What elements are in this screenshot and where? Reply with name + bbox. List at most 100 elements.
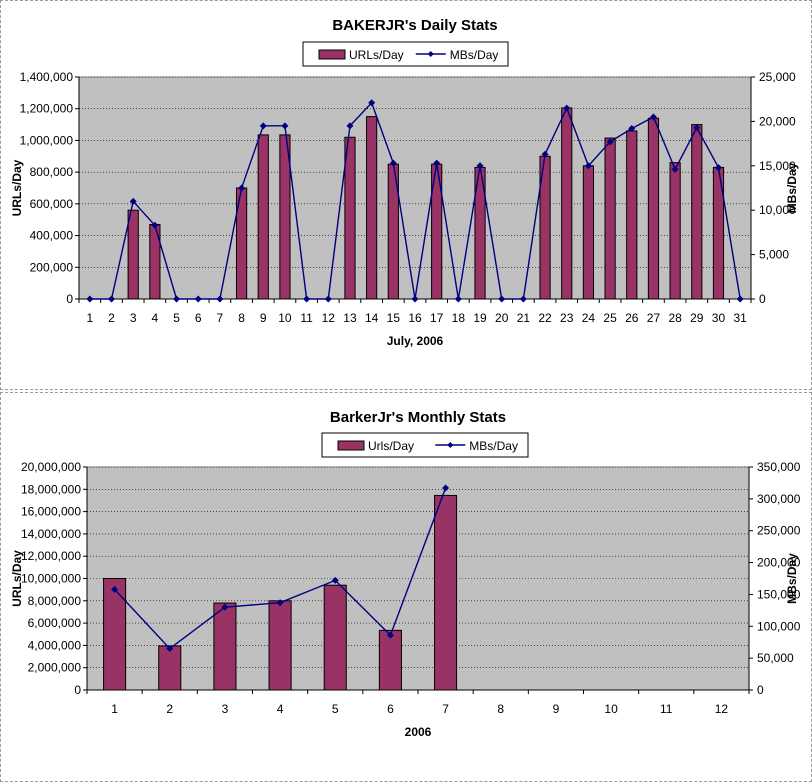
x-tick-label: 11 [660, 702, 673, 716]
line-point [324, 295, 332, 303]
legend: Urls/Day MBs/Day [321, 432, 529, 458]
line-point [346, 122, 354, 130]
line-point [606, 138, 614, 146]
bar [669, 162, 681, 300]
y-axis-title: URLs/Day [10, 550, 24, 607]
line-point [498, 295, 506, 303]
line-point [584, 162, 592, 170]
line-point [563, 104, 571, 112]
y-tick-label: 18,000,000 [21, 482, 81, 496]
x-tick-label: 9 [553, 702, 560, 716]
x-tick-label: 30 [712, 311, 726, 325]
x-tick-label: 12 [322, 311, 336, 325]
line-point [368, 99, 376, 107]
line-point [411, 295, 419, 303]
y2-tick-label: 0 [757, 683, 764, 697]
y-tick-label: 800,000 [30, 165, 74, 179]
legend-line-label: MBs/Day [469, 439, 518, 453]
x-tick-label: 1 [86, 311, 93, 325]
x-tick-label: 17 [430, 311, 444, 325]
line-point [736, 295, 744, 303]
x-tick-label: 8 [497, 702, 504, 716]
line-point [693, 124, 701, 132]
line-point [331, 576, 339, 584]
x-tick-label: 2 [108, 311, 115, 325]
x-tick-label: 1 [111, 702, 118, 716]
line-point [454, 295, 462, 303]
line-point [303, 295, 311, 303]
x-tick-label: 3 [130, 311, 137, 325]
legend: URLs/Day MBs/Day [302, 41, 509, 67]
x-tick-label: 13 [343, 311, 357, 325]
monthly-stats-chart: BarkerJr's Monthly Stats Urls/Day MBs/Day 0… [10, 409, 801, 739]
x-tick-label: 4 [152, 311, 159, 325]
x-tick-label: 22 [538, 311, 552, 325]
y2-tick-label: 50,000 [757, 651, 794, 665]
bar [213, 602, 237, 691]
monthly-stats-panel: BarkerJr's Monthly Stats Urls/Day MBs/Day 0… [0, 392, 812, 782]
y2-tick-label: 15,000 [759, 159, 796, 173]
line-point [628, 125, 636, 133]
line-point [519, 295, 527, 303]
line-point [221, 603, 229, 611]
x-tick-label: 14 [365, 311, 379, 325]
line-point [649, 113, 657, 121]
x-tick-label: 24 [582, 311, 596, 325]
y2-tick-label: 350,000 [757, 460, 801, 474]
chart-title: BAKERJR's Daily Stats [332, 17, 497, 34]
x-tick-label: 12 [715, 702, 729, 716]
legend-line-marker [427, 51, 434, 57]
y-tick-label: 1,200,000 [20, 102, 74, 116]
line-point [671, 165, 679, 173]
x-tick-label: 6 [387, 702, 394, 716]
legend-bar-label: Urls/Day [368, 439, 414, 453]
y2-tick-label: 300,000 [757, 492, 801, 506]
x-tick-label: 20 [495, 311, 509, 325]
y2-tick-label: 0 [759, 292, 766, 306]
bar [268, 600, 292, 691]
bar [103, 578, 127, 691]
y2-tick-label: 5,000 [759, 248, 789, 262]
chart-title: BarkerJr's Monthly Stats [330, 409, 506, 426]
line-point [714, 164, 722, 172]
line-point [166, 645, 174, 653]
x-tick-label: 31 [733, 311, 747, 325]
legend-bar-swatch [318, 49, 346, 60]
x-tick-label: 8 [238, 311, 245, 325]
bar [647, 117, 660, 300]
line-point [238, 184, 246, 192]
y-tick-label: 4,000,000 [28, 638, 82, 652]
line-point [386, 631, 394, 639]
line-point [194, 295, 202, 303]
line-point [442, 484, 450, 492]
y-tick-label: 0 [74, 683, 81, 697]
bar [344, 136, 356, 300]
y-tick-label: 2,000,000 [28, 661, 82, 675]
line-point [129, 197, 137, 205]
x-tick-label: 4 [277, 702, 284, 716]
x-tick-label: 5 [332, 702, 339, 716]
y-tick-label: 0 [66, 292, 73, 306]
y-tick-label: 600,000 [30, 197, 74, 211]
x-tick-label: 7 [442, 702, 449, 716]
bar [582, 165, 595, 300]
y2-tick-label: 10,000 [759, 203, 796, 217]
line-point [389, 159, 397, 167]
x-axis-title: 2006 [405, 725, 432, 739]
line-point [86, 295, 94, 303]
y2-tick-label: 100,000 [757, 619, 801, 633]
x-tick-label: 6 [195, 311, 202, 325]
x-tick-label: 10 [604, 702, 618, 716]
y-tick-label: 400,000 [30, 229, 74, 243]
bar [378, 629, 402, 691]
x-tick-label: 15 [387, 311, 401, 325]
x-tick-label: 27 [647, 311, 661, 325]
y2-tick-label: 150,000 [757, 587, 801, 601]
y2-tick-label: 250,000 [757, 524, 801, 538]
x-tick-label: 25 [603, 311, 617, 325]
y-tick-label: 1,400,000 [20, 70, 74, 84]
bar [626, 130, 638, 300]
bar [434, 494, 458, 691]
daily-stats-panel: BAKERJR's Daily Stats URLs/Day MBs/Day 0 20 0… [0, 0, 812, 390]
bar [127, 209, 139, 300]
